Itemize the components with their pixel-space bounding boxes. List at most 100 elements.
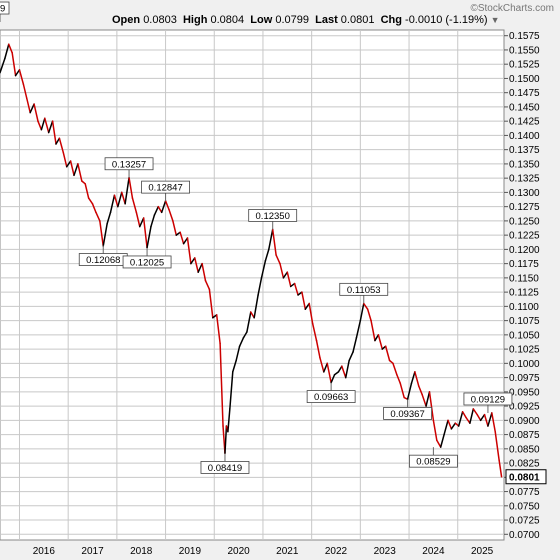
price-line-segment: [58, 137, 65, 154]
price-line-segment: [69, 160, 75, 177]
price-line-segment: [229, 371, 234, 410]
price-line-segment: [264, 248, 270, 262]
low-label: Low: [250, 14, 273, 26]
watermark: ©StockCharts.com: [470, 3, 554, 14]
annotation-label: 0.13257: [112, 159, 146, 170]
annotation-box: [248, 209, 298, 222]
price-line-segment: [414, 371, 420, 387]
price-line-segment: [33, 103, 39, 122]
price-line-segment: [150, 214, 156, 228]
y-tick-label: 0.0750: [509, 501, 540, 512]
annotation-label: 0.09129: [471, 394, 505, 405]
y-tick-label: 0.0925: [509, 402, 540, 413]
price-line-segment: [11, 52, 17, 77]
price-line-segment: [418, 385, 423, 396]
price-line-segment: [483, 413, 489, 427]
y-tick-label: 0.0850: [509, 444, 540, 455]
price-line-segment: [447, 419, 453, 430]
price-line-segment: [319, 356, 325, 373]
price-line-segment: [494, 430, 500, 461]
annotation-box: [141, 180, 190, 194]
y-tick-label: 0.0825: [509, 459, 540, 470]
y-tick-label: 0.1050: [509, 330, 540, 341]
high-value: 0.0804: [210, 14, 245, 26]
price-line-segment: [128, 176, 134, 199]
annotation-label: 0.09367: [390, 409, 424, 420]
price-line-segment: [315, 339, 321, 359]
x-tick-label: 2025: [471, 546, 494, 557]
price-line-segment: [55, 137, 61, 145]
price-line-segment: [87, 197, 94, 205]
price-line-segment: [344, 359, 350, 379]
price-line-segment: [47, 120, 54, 134]
price-line-segment: [246, 311, 252, 333]
price-line-segment: [109, 194, 116, 214]
price-line-segment: [341, 365, 347, 379]
price-line-segment: [194, 257, 199, 273]
price-line-segment: [359, 302, 365, 322]
price-line-segment: [268, 228, 274, 251]
price-line-segment: [168, 208, 174, 222]
price-line-segment: [289, 282, 296, 288]
price-line-segment: [384, 345, 391, 362]
price-line-segment: [293, 282, 299, 296]
last-value: 0.0801: [340, 14, 375, 26]
annotation-label: 0.09663: [314, 392, 348, 403]
price-line-segment: [106, 211, 112, 225]
price-line-segment: [374, 334, 380, 342]
price-line-segment: [157, 205, 163, 214]
price-line-segment: [44, 117, 50, 134]
price-line-segment: [498, 459, 503, 478]
price-line-segment: [146, 225, 152, 249]
y-tick-label: 0.1250: [509, 216, 540, 227]
price-line-segment: [242, 331, 248, 339]
price-line-segment: [253, 294, 259, 319]
x-tick-label: 2024: [422, 546, 445, 557]
price-line-segment: [311, 322, 318, 342]
price-line-segment: [260, 260, 267, 279]
price-line-segment: [443, 419, 449, 436]
y-tick-label: 0.0975: [509, 373, 540, 384]
price-line-segment: [399, 382, 405, 399]
price-line-segment: [142, 217, 148, 249]
price-line-segment: [117, 191, 123, 208]
y-tick-label: 0.1275: [509, 202, 540, 213]
price-line-segment: [410, 371, 416, 385]
price-line-segment: [175, 231, 181, 236]
y-tick-label: 0.1075: [509, 316, 540, 327]
x-tick-label: 2020: [227, 546, 250, 557]
price-line-segment: [37, 120, 43, 131]
y-tick-label: 0.1000: [509, 359, 540, 370]
price-line-segment: [235, 345, 241, 362]
x-tick-label: 2019: [179, 546, 202, 557]
price-line-segment: [450, 422, 457, 430]
annotation-label: 0.08419: [208, 463, 242, 474]
annotation-label: 0.12350: [256, 211, 290, 222]
y-tick-label: 0.0725: [509, 516, 540, 527]
price-line-segment: [172, 220, 178, 236]
y-tick-label: 0.1350: [509, 159, 540, 170]
y-tick-label: 0.1425: [509, 117, 540, 128]
y-tick-label: 0.1500: [509, 74, 540, 85]
price-line-segment: [77, 163, 83, 182]
quote-header: Open 0.0803 High 0.0804 Low 0.0799 Last …: [112, 14, 500, 26]
price-line-segment: [457, 411, 464, 427]
price-line-segment: [257, 277, 263, 296]
price-line-segment: [487, 412, 493, 427]
annotation-box: [104, 157, 154, 171]
y-tick-label: 0.1400: [509, 131, 540, 142]
price-line-segment: [425, 391, 431, 407]
x-tick-label: 2023: [374, 546, 397, 557]
price-line-segment: [428, 391, 435, 422]
price-line-segment: [396, 373, 402, 385]
price-line-segment: [179, 231, 185, 245]
price-line-segment: [370, 319, 376, 342]
price-line-segment: [406, 382, 413, 401]
price-line-segment: [102, 222, 108, 247]
price-line-segment: [491, 412, 496, 433]
price-line-segment: [99, 220, 104, 247]
price-line-segment: [461, 411, 467, 419]
chevron-down-icon[interactable]: ▼: [490, 15, 500, 25]
price-line-segment: [224, 425, 228, 455]
